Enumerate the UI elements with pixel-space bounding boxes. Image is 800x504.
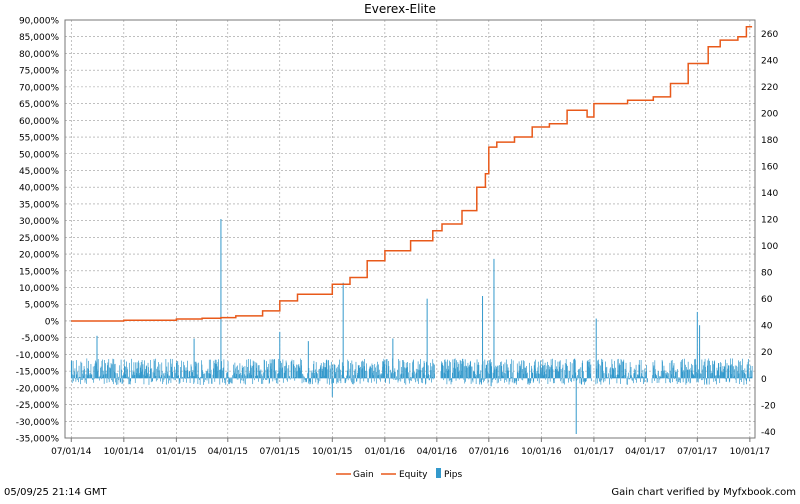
x-tick-label: 07/01/15 [260, 447, 300, 457]
right-axis: -40 -20 0 20 40 60 80 100 120 140 160 180 200 220 240 2… [761, 30, 778, 438]
left-tick-label: 35,000% [19, 200, 59, 210]
left-tick-label: 30,000% [19, 217, 59, 227]
left-tick-label: 15,000% [19, 267, 59, 277]
left-tick-label: 55,000% [19, 134, 59, 144]
x-tick-label: 10/01/16 [521, 447, 562, 457]
legend-label-gain: Gain [353, 470, 374, 480]
right-tick-label: -40 [761, 428, 776, 438]
x-tick-label: 01/01/15 [156, 447, 196, 457]
x-tick-label: 10/01/15 [312, 447, 352, 457]
right-tick-label: 140 [761, 189, 778, 199]
right-tick-label: 120 [761, 216, 778, 226]
right-tick-label: 60 [761, 295, 773, 305]
gain-line [71, 25, 753, 322]
right-tick-label: 200 [761, 109, 778, 119]
left-tick-label: -25,000% [16, 401, 60, 411]
left-axis: -35,000% -30,000% -25,000% -20,000% -15,000%… [16, 17, 60, 445]
left-tick-label: 65,000% [19, 100, 59, 110]
left-tick-label: 75,000% [19, 67, 59, 77]
left-tick-label: 70,000% [19, 83, 59, 93]
x-tick-label: 07/01/16 [469, 447, 510, 457]
right-tick-label: 20 [761, 348, 773, 358]
x-tick-label: 04/01/15 [208, 447, 248, 457]
right-tick-label: 260 [761, 30, 778, 40]
left-tick-label: 40,000% [19, 184, 59, 194]
left-tick-label: 5,000% [25, 301, 60, 311]
right-tick-label: 80 [761, 269, 773, 279]
x-tick-label: 10/01/17 [730, 447, 770, 457]
x-tick-label: 10/01/14 [104, 447, 145, 457]
legend: Gain Equity Pips [336, 468, 462, 480]
x-tick-label: 07/01/14 [51, 447, 92, 457]
x-axis: 07/01/14 10/01/14 01/01/15 04/01/15 07/01/15… [51, 438, 770, 457]
footer-timestamp: 05/09/25 21:14 GMT [4, 487, 107, 498]
footer-verified: Gain chart verified by Myfxbook.com [611, 487, 796, 498]
left-tick-label: 20,000% [19, 251, 59, 261]
left-tick-label: -15,000% [16, 368, 60, 378]
x-tick-label: 04/01/16 [417, 447, 458, 457]
left-tick-label: 80,000% [19, 50, 59, 60]
left-tick-label: 90,000% [19, 17, 59, 27]
right-tick-label: -20 [761, 401, 776, 411]
left-tick-label: 10,000% [19, 284, 59, 294]
left-tick-label: -20,000% [16, 384, 60, 394]
right-tick-label: 160 [761, 162, 778, 172]
right-tick-label: 40 [761, 322, 773, 332]
right-tick-label: 100 [761, 242, 778, 252]
left-tick-label: -10,000% [16, 351, 60, 361]
x-tick-label: 01/01/17 [574, 447, 614, 457]
left-tick-label: 25,000% [19, 234, 59, 244]
left-tick-label: -30,000% [16, 418, 60, 428]
right-tick-label: 0 [761, 375, 767, 385]
left-tick-label: 60,000% [19, 117, 59, 127]
left-tick-label: -35,000% [16, 435, 60, 445]
left-tick-label: 0% [45, 317, 60, 327]
left-tick-label: -5,000% [21, 334, 59, 344]
legend-swatch-pips [436, 468, 441, 478]
right-tick-label: 220 [761, 83, 778, 93]
plot-frame [64, 19, 756, 439]
left-tick-label: 50,000% [19, 150, 59, 160]
legend-item-gain[interactable]: Gain [336, 470, 374, 480]
left-tick-label: 45,000% [19, 167, 59, 177]
legend-item-pips[interactable]: Pips [436, 468, 462, 480]
legend-item-equity[interactable]: Equity [381, 470, 428, 480]
right-tick-label: 240 [761, 56, 778, 66]
legend-label-equity: Equity [399, 470, 428, 480]
right-tick-label: 180 [761, 136, 778, 146]
x-tick-label: 01/01/16 [365, 447, 406, 457]
pips-series [70, 219, 753, 435]
chart-title: Everex-Elite [364, 2, 436, 16]
x-tick-label: 04/01/17 [625, 447, 665, 457]
x-tick-label: 07/01/17 [677, 447, 717, 457]
legend-label-pips: Pips [444, 470, 462, 480]
left-tick-label: 85,000% [19, 33, 59, 43]
